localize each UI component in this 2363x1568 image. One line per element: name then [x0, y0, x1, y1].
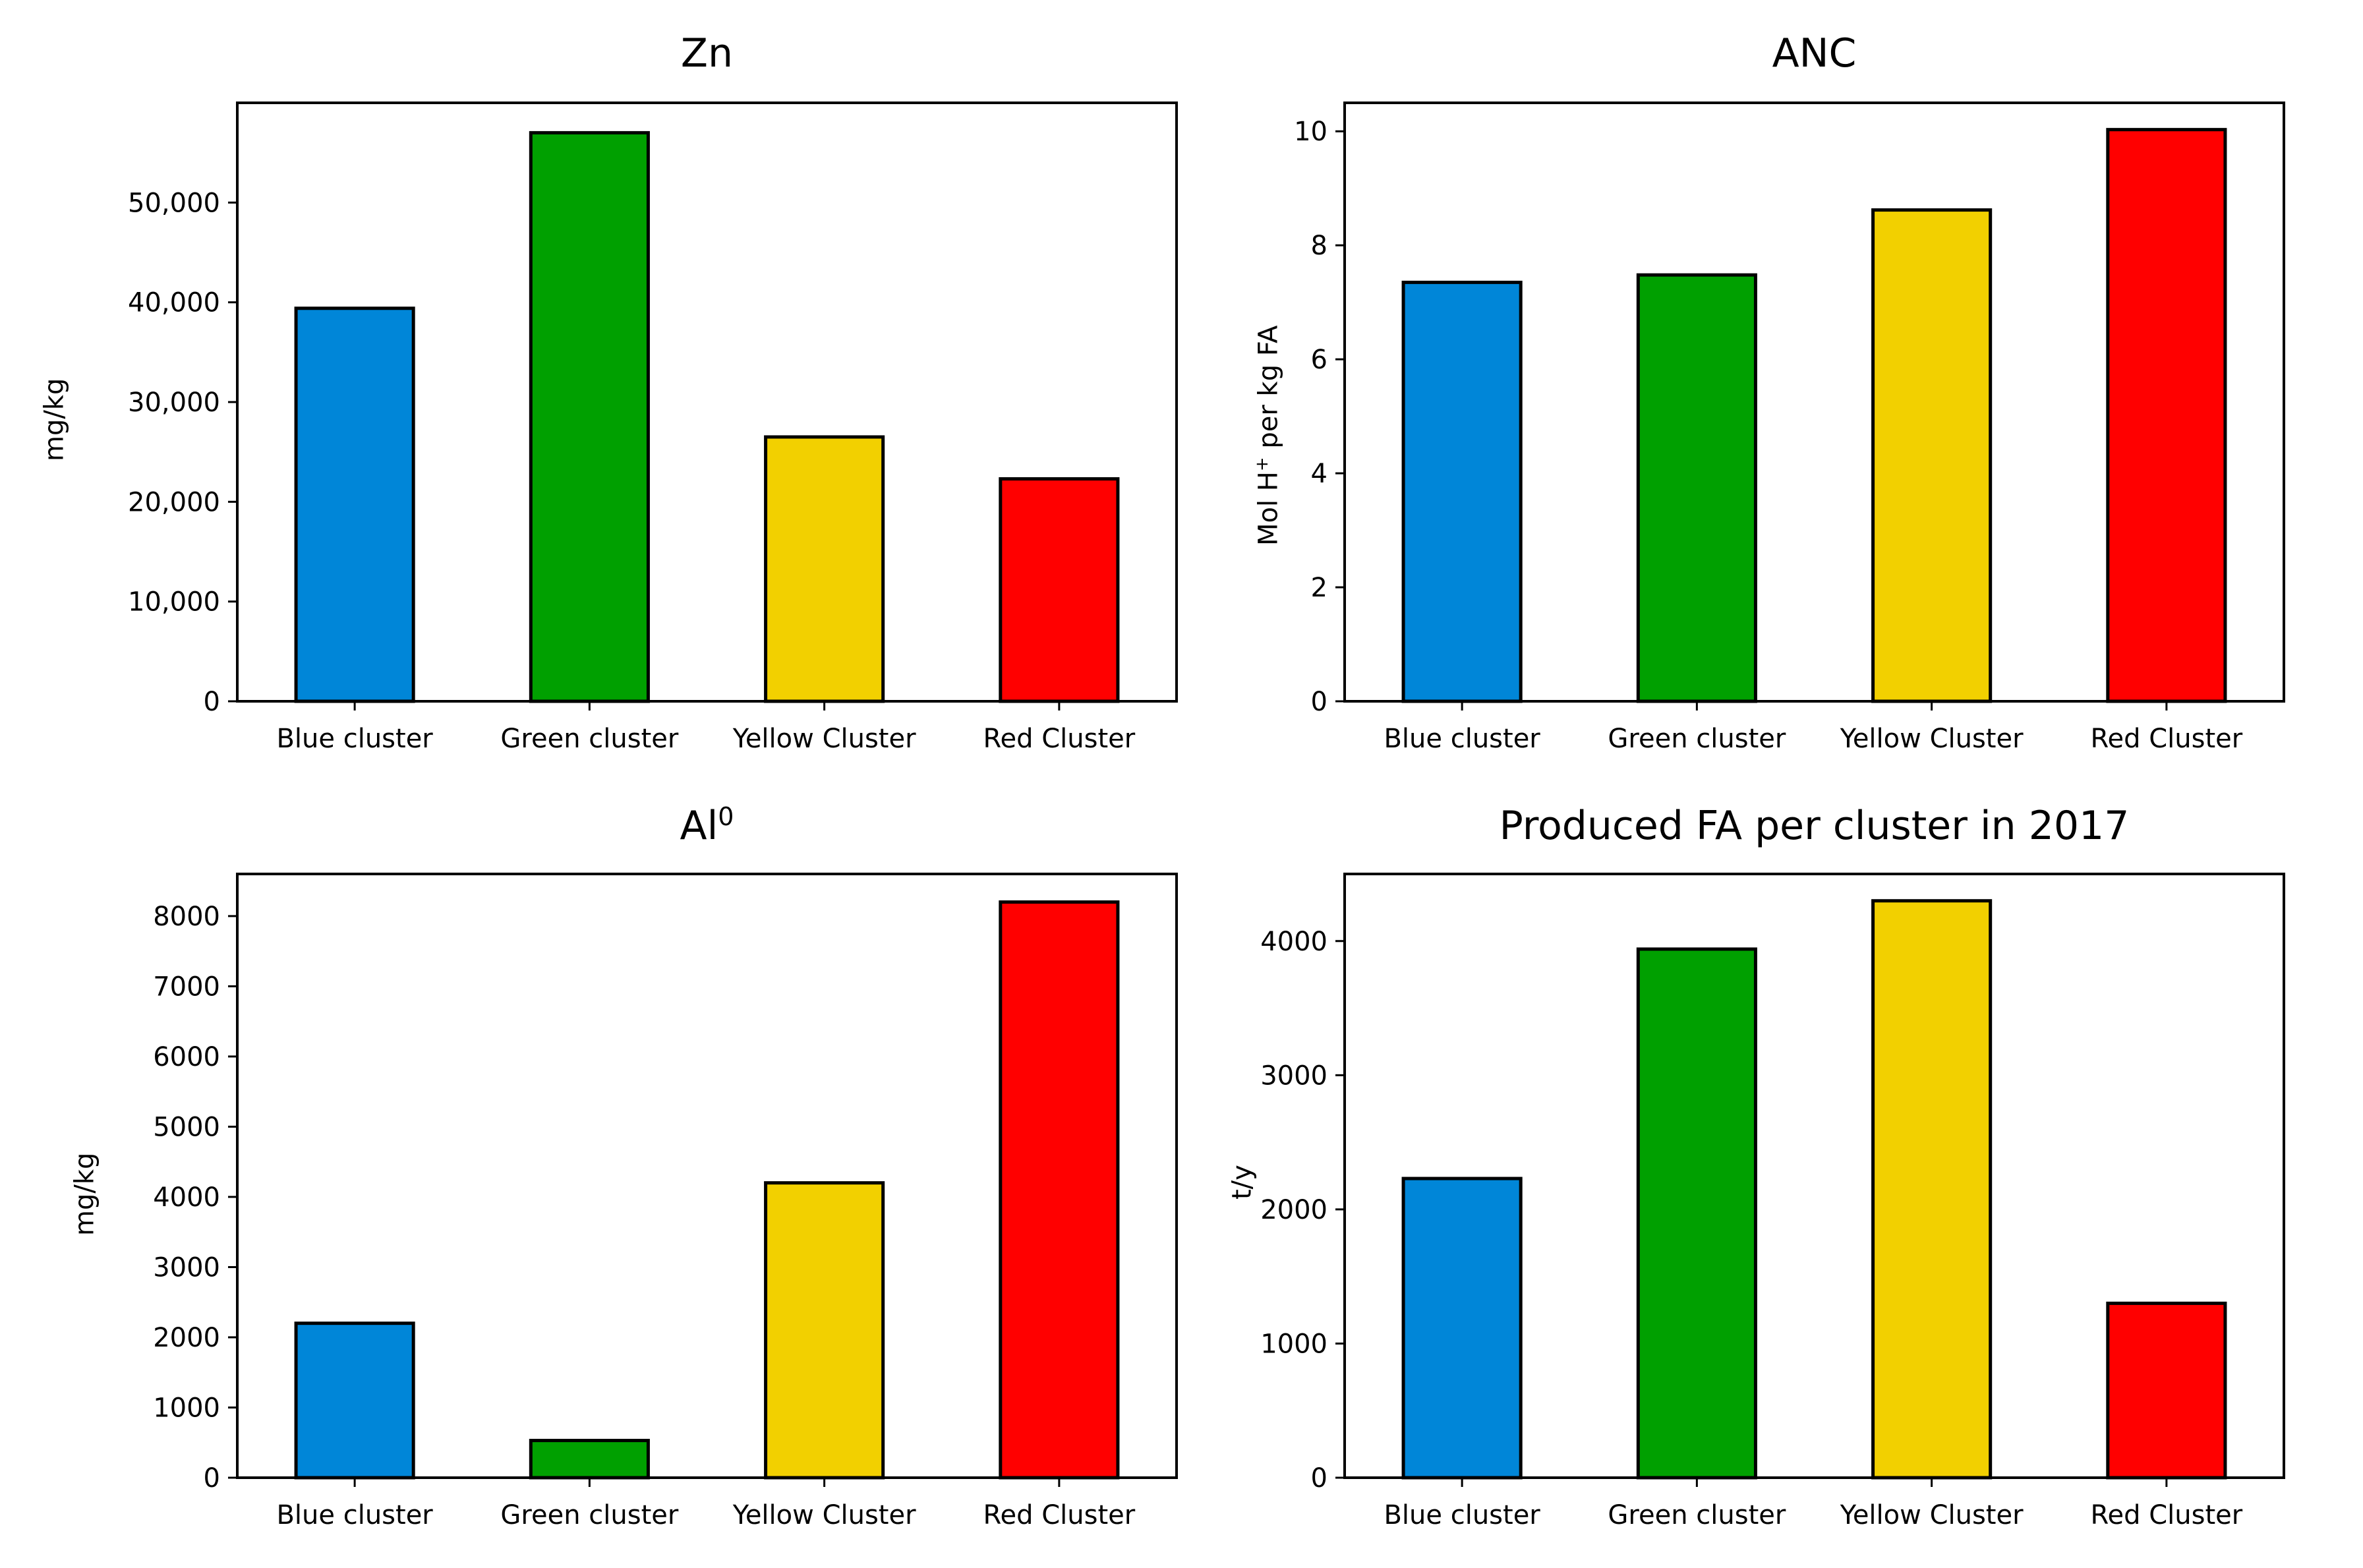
y-tick-label: 6000	[153, 1042, 220, 1072]
chart-title: ANC	[1772, 30, 1857, 76]
y-axis-label: Mol H+ per kg FA	[1252, 325, 1284, 546]
y-tick-label: 6	[1311, 345, 1327, 375]
bar-yellow-cluster	[764, 1181, 885, 1480]
y-tick-label: 1000	[153, 1393, 220, 1423]
chart-plot: 0 1000 2000 3000 4000 Blue cluster Green clust…	[1260, 873, 2285, 1530]
x-tick-label: Yellow Cluster	[1840, 724, 2024, 754]
chart-al: Al0 mg/kg 0 1000 2000 3000 4000 5000 6000 7000 8…	[0, 778, 1180, 1568]
chart-title: Al0	[680, 802, 734, 849]
x-tick-label: Red Cluster	[2091, 1500, 2243, 1530]
chart-anc: ANC Mol H+ per kg FA 0 2 4 6 8 10 Blue cluster…	[1160, 0, 2363, 784]
x-tick-label: Red Cluster	[2091, 724, 2243, 754]
bar-green-cluster	[1636, 273, 1757, 703]
bar-green-cluster	[529, 131, 650, 703]
bar-blue-cluster	[1401, 280, 1523, 703]
chart-title: Produced FA per cluster in 2017	[1499, 803, 2130, 849]
x-tick-label: Red Cluster	[983, 1500, 1136, 1530]
plot-frame	[1343, 873, 2285, 1479]
x-tick-label: Blue cluster	[276, 724, 433, 754]
y-tick-label: 2000	[1260, 1195, 1327, 1225]
x-tick-label: Red Cluster	[983, 724, 1136, 754]
bar-yellow-cluster	[764, 435, 885, 703]
x-tick-label: Green cluster	[1608, 724, 1786, 754]
y-tick-label: 7000	[153, 972, 220, 1002]
bar-red-cluster	[2106, 1301, 2227, 1480]
x-tick-label: Blue cluster	[1384, 1500, 1540, 1530]
bar-yellow-cluster	[1871, 208, 1993, 703]
y-tick-label: 3000	[1260, 1060, 1327, 1091]
y-axis-label: t/y	[1227, 1165, 1258, 1200]
bar-red-cluster	[2106, 128, 2227, 703]
y-tick-label: 0	[1311, 687, 1327, 717]
x-tick-label: Yellow Cluster	[732, 724, 916, 754]
chart-plot: 0 1000 2000 3000 4000 5000 6000 7000 8000 Blue cl…	[153, 873, 1178, 1530]
bar-yellow-cluster	[1871, 899, 1993, 1480]
bar-blue-cluster	[1401, 1176, 1523, 1480]
chart-plot: 0 10,000 20,000 30,000 40,000 50,000 Blue clus…	[128, 102, 1178, 754]
chart-produced-fa: Produced FA per cluster in 2017 t/y 0 100…	[1160, 778, 2363, 1568]
x-tick-label: Green cluster	[500, 1500, 678, 1530]
chart-zn: Zn mg/kg 0 10,000 20,000 30,000 40,000 50,000…	[0, 0, 1180, 784]
x-tick-label: Blue cluster	[1384, 724, 1540, 754]
y-tick-label: 40,000	[128, 288, 220, 318]
y-tick-label: 20,000	[128, 487, 220, 517]
y-tick-label: 0	[204, 687, 220, 717]
x-tick-label: Yellow Cluster	[1840, 1500, 2024, 1530]
y-tick-label: 0	[1311, 1463, 1327, 1494]
chart-title: Zn	[680, 30, 734, 76]
y-tick-label: 10,000	[128, 587, 220, 618]
y-tick-label: 0	[204, 1463, 220, 1494]
y-tick-label: 4	[1311, 459, 1327, 489]
y-tick-label: 4000	[153, 1182, 220, 1213]
y-axis-label: mg/kg	[69, 1152, 100, 1236]
y-tick-label: 8	[1311, 231, 1327, 261]
chart-plot: 0 2 4 6 8 10 Blue cluster Green cluster Yellow C…	[1294, 102, 2285, 754]
plot-frame	[236, 102, 1178, 703]
y-tick-label: 8000	[153, 902, 220, 932]
bar-red-cluster	[999, 477, 1120, 703]
x-tick-label: Blue cluster	[276, 1500, 433, 1530]
y-tick-label: 2000	[153, 1323, 220, 1353]
y-tick-label: 30,000	[128, 388, 220, 418]
y-tick-label: 1000	[1260, 1329, 1327, 1359]
y-tick-label: 5000	[153, 1112, 220, 1142]
bar-red-cluster	[999, 900, 1120, 1480]
y-tick-label: 10	[1294, 117, 1327, 147]
y-tick-label: 2	[1311, 573, 1327, 603]
y-tick-label: 50,000	[128, 188, 220, 218]
bar-green-cluster	[1636, 947, 1757, 1480]
bar-blue-cluster	[294, 1321, 415, 1480]
bar-green-cluster	[529, 1439, 650, 1480]
x-tick-label: Yellow Cluster	[732, 1500, 916, 1530]
bar-blue-cluster	[294, 306, 415, 703]
plot-frame	[236, 873, 1178, 1479]
x-tick-label: Green cluster	[500, 724, 678, 754]
y-tick-label: 3000	[153, 1252, 220, 1283]
plot-frame	[1343, 102, 2285, 703]
y-tick-label: 4000	[1260, 927, 1327, 957]
y-axis-label: mg/kg	[39, 378, 70, 461]
x-tick-label: Green cluster	[1608, 1500, 1786, 1530]
